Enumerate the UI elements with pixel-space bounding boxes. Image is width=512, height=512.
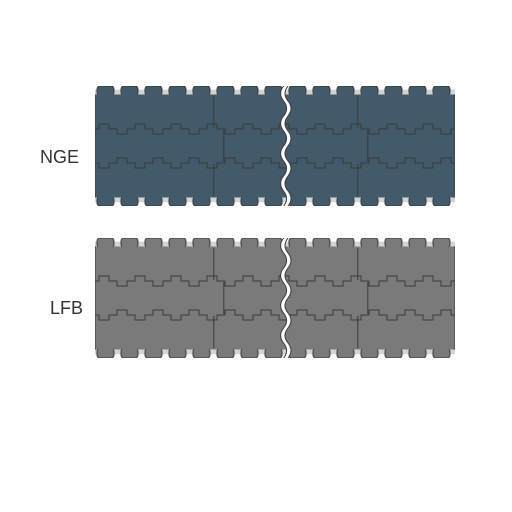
belt-lfb (95, 238, 455, 363)
belt-nge (95, 86, 455, 211)
belt-label-nge: NGE (40, 147, 79, 168)
belt-label-lfb: LFB (50, 298, 83, 319)
